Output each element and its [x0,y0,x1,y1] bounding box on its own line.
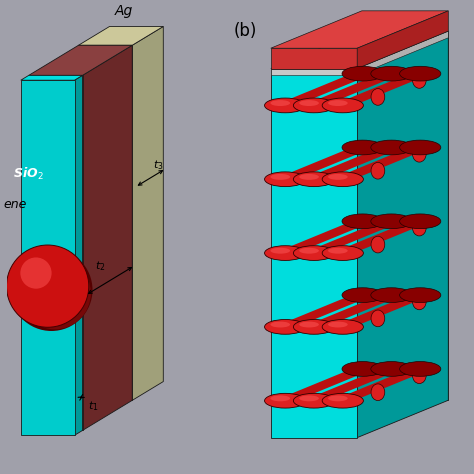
Polygon shape [271,69,357,75]
Ellipse shape [342,140,383,155]
Ellipse shape [371,236,385,253]
Ellipse shape [400,288,441,302]
Polygon shape [265,70,382,109]
Ellipse shape [328,321,348,328]
Ellipse shape [371,362,412,376]
Polygon shape [294,70,411,109]
Ellipse shape [371,214,412,228]
Ellipse shape [299,248,319,254]
Polygon shape [21,80,74,435]
Ellipse shape [371,310,385,327]
Circle shape [20,257,52,289]
Ellipse shape [264,172,306,187]
Polygon shape [271,11,448,48]
Ellipse shape [322,393,364,408]
Ellipse shape [264,98,306,113]
Polygon shape [265,365,382,404]
Ellipse shape [328,174,348,180]
Ellipse shape [299,395,319,401]
Polygon shape [357,31,448,75]
Ellipse shape [328,395,348,401]
Ellipse shape [371,140,412,155]
Ellipse shape [271,100,290,106]
Ellipse shape [412,293,426,310]
Text: Ag: Ag [114,4,133,18]
Ellipse shape [322,319,364,334]
Ellipse shape [412,72,426,88]
Ellipse shape [400,362,441,376]
Polygon shape [357,31,448,438]
Ellipse shape [400,66,441,81]
Polygon shape [294,218,411,256]
Circle shape [18,257,91,329]
Polygon shape [323,365,440,404]
Ellipse shape [371,66,412,81]
Ellipse shape [271,248,290,254]
Ellipse shape [322,172,364,187]
Ellipse shape [412,146,426,162]
Ellipse shape [271,174,290,180]
Ellipse shape [328,248,348,254]
Polygon shape [362,31,448,400]
Text: ene: ene [3,198,27,211]
Text: (b): (b) [233,22,257,40]
Circle shape [7,245,89,327]
Polygon shape [294,365,411,404]
Polygon shape [323,218,440,256]
Polygon shape [271,31,448,69]
Polygon shape [323,70,440,109]
Polygon shape [29,75,82,430]
Text: $t_2$: $t_2$ [95,260,105,273]
Polygon shape [294,292,411,330]
Ellipse shape [342,214,383,228]
Polygon shape [271,69,357,438]
Ellipse shape [371,288,412,302]
Polygon shape [265,144,382,183]
Ellipse shape [299,321,319,328]
Ellipse shape [293,98,335,113]
Ellipse shape [371,163,385,179]
Ellipse shape [412,219,426,236]
Polygon shape [265,218,382,256]
Polygon shape [29,45,132,75]
Polygon shape [323,292,440,330]
Ellipse shape [400,214,441,228]
Ellipse shape [342,66,383,81]
Polygon shape [79,27,163,45]
Polygon shape [132,27,163,401]
Text: $t_3$: $t_3$ [153,158,164,172]
Ellipse shape [342,288,383,302]
Ellipse shape [264,319,306,334]
Polygon shape [271,48,357,69]
Circle shape [10,249,92,331]
Ellipse shape [293,172,335,187]
Polygon shape [357,11,448,69]
Ellipse shape [322,98,364,113]
Polygon shape [79,45,132,401]
Ellipse shape [264,393,306,408]
Polygon shape [82,45,132,430]
Polygon shape [21,75,82,80]
Ellipse shape [342,362,383,376]
Ellipse shape [412,367,426,383]
Ellipse shape [293,246,335,260]
Ellipse shape [271,321,290,328]
Ellipse shape [400,140,441,155]
Ellipse shape [371,384,385,401]
Ellipse shape [271,395,290,401]
Ellipse shape [299,100,319,106]
Text: SiO$_2$: SiO$_2$ [13,166,44,182]
Polygon shape [323,144,440,183]
Ellipse shape [299,174,319,180]
Text: $t_1$: $t_1$ [88,400,98,413]
Polygon shape [294,144,411,183]
Ellipse shape [328,100,348,106]
Ellipse shape [293,393,335,408]
Ellipse shape [293,319,335,334]
Ellipse shape [264,246,306,260]
Ellipse shape [322,246,364,260]
Polygon shape [265,292,382,330]
Ellipse shape [371,89,385,105]
Polygon shape [74,75,82,435]
